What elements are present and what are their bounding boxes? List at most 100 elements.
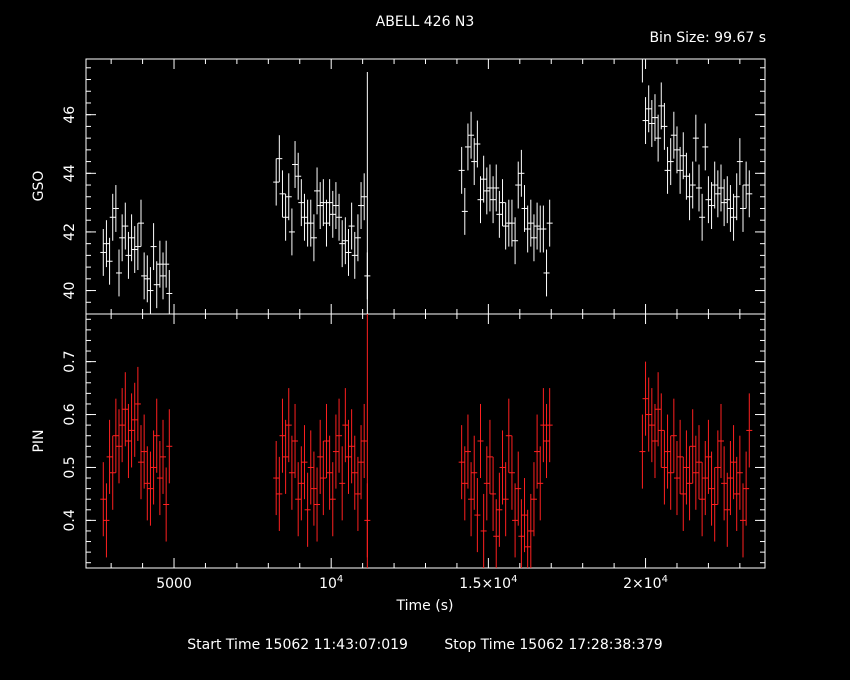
start-time-label: Start Time 15062 11:43:07:019 bbox=[187, 637, 408, 653]
gso-data-point bbox=[490, 176, 497, 224]
gso-data-point bbox=[708, 182, 715, 229]
pin-ytick-label: 0.6 bbox=[62, 403, 78, 425]
gso-data-point bbox=[103, 220, 110, 268]
gso-data-point bbox=[100, 229, 107, 276]
gso-data-point bbox=[323, 199, 330, 247]
gso-data-point bbox=[326, 179, 333, 227]
gso-data-point bbox=[486, 164, 493, 212]
pin-data-point bbox=[153, 398, 160, 473]
pin-data-point bbox=[273, 441, 280, 516]
pin-data-point bbox=[490, 456, 497, 531]
pin-data-point bbox=[743, 451, 750, 526]
pin-data-point bbox=[131, 382, 138, 457]
gso-data-point bbox=[714, 170, 721, 218]
pin-data-point bbox=[502, 462, 509, 537]
gso-data-point bbox=[683, 152, 690, 200]
gso-data-point bbox=[527, 199, 534, 247]
pin-data-point bbox=[670, 398, 677, 473]
pin-data-point bbox=[505, 398, 512, 473]
pin-data-point bbox=[326, 435, 333, 510]
gso-ytick-label: 42 bbox=[62, 223, 78, 241]
gso-data-point bbox=[295, 152, 302, 200]
time-axis-label: Time (s) bbox=[396, 598, 454, 614]
gso-data-point bbox=[661, 102, 668, 150]
time-tick-label: 2×104 bbox=[623, 574, 668, 592]
gso-data-point bbox=[156, 240, 163, 288]
pin-data-point bbox=[122, 372, 129, 447]
pin-data-point bbox=[736, 435, 743, 510]
pin-data-point bbox=[527, 493, 534, 568]
gso-data-point bbox=[138, 199, 145, 247]
pin-data-point bbox=[464, 414, 471, 489]
gso-data-point bbox=[648, 100, 655, 147]
pin-data-point bbox=[651, 403, 658, 479]
gso-data-point bbox=[314, 167, 321, 215]
pin-data-point bbox=[474, 478, 481, 553]
gso-data-point bbox=[279, 170, 286, 218]
gso-data-point bbox=[658, 82, 665, 130]
pin-data-point bbox=[112, 398, 119, 473]
pin-data-point bbox=[508, 435, 515, 510]
pin-data-point bbox=[708, 451, 715, 526]
pin-data-point bbox=[354, 456, 361, 531]
gso-data-point bbox=[711, 161, 718, 209]
gso-data-point bbox=[461, 187, 468, 235]
gso-data-point bbox=[276, 135, 283, 183]
gso-data-point bbox=[736, 138, 743, 186]
pin-data-point bbox=[664, 414, 671, 489]
gso-data-point bbox=[116, 249, 123, 297]
pin-data-point bbox=[702, 441, 709, 516]
gso-data-point bbox=[746, 170, 753, 218]
pin-data-point bbox=[530, 462, 537, 537]
gso-data-point bbox=[109, 193, 116, 241]
pin-data-point bbox=[512, 483, 519, 558]
gso-panel-frame bbox=[85, 58, 766, 315]
gso-data-point bbox=[471, 138, 478, 186]
pin-data-point bbox=[301, 425, 308, 500]
pin-data-point bbox=[329, 462, 336, 537]
gso-data-point bbox=[483, 167, 490, 215]
gso-data-point bbox=[717, 164, 724, 212]
gso-data-point bbox=[699, 193, 706, 241]
pin-axis-label: PIN bbox=[31, 429, 47, 452]
pin-data-point bbox=[285, 388, 292, 463]
gso-data-point bbox=[125, 231, 132, 279]
gso-data-point bbox=[273, 158, 280, 206]
gso-data-point bbox=[348, 202, 355, 250]
pin-data-point bbox=[304, 472, 311, 547]
gso-data-point bbox=[670, 111, 677, 159]
gso-data-point bbox=[468, 111, 475, 159]
gso-data-point bbox=[464, 123, 471, 171]
pin-data-point bbox=[642, 361, 649, 436]
gso-data-point bbox=[285, 173, 292, 221]
gso-data-point bbox=[351, 231, 358, 279]
gso-data-point bbox=[639, 58, 646, 83]
pin-data-point bbox=[692, 435, 699, 510]
gso-axis-label: GSO bbox=[31, 171, 47, 202]
pin-data-point bbox=[673, 441, 680, 516]
gso-data-point bbox=[153, 261, 160, 309]
gso-series bbox=[100, 58, 753, 314]
time-axis-ticks: 5000 104 1.5×104 2×104 bbox=[156, 574, 668, 592]
pin-data-point bbox=[546, 388, 553, 463]
pin-data-point bbox=[358, 425, 365, 500]
pin-data-point bbox=[106, 419, 113, 494]
pin-data-point bbox=[537, 446, 544, 521]
pin-data-point bbox=[540, 388, 547, 463]
gso-data-point bbox=[496, 190, 503, 238]
pin-data-point bbox=[342, 388, 349, 463]
gso-data-point bbox=[689, 161, 696, 209]
gso-data-point bbox=[307, 199, 314, 247]
pin-data-point bbox=[717, 403, 724, 479]
time-tick-label: 5000 bbox=[156, 576, 192, 592]
gso-data-point bbox=[342, 217, 349, 265]
gso-data-point bbox=[645, 85, 652, 133]
gso-data-point bbox=[474, 120, 481, 168]
gso-data-point bbox=[292, 141, 299, 188]
gso-data-point bbox=[521, 185, 528, 232]
gso-data-point bbox=[727, 185, 734, 232]
pin-data-point bbox=[477, 403, 484, 479]
gso-data-point bbox=[122, 202, 129, 250]
pin-data-point bbox=[314, 467, 321, 542]
gso-data-point bbox=[512, 217, 519, 265]
